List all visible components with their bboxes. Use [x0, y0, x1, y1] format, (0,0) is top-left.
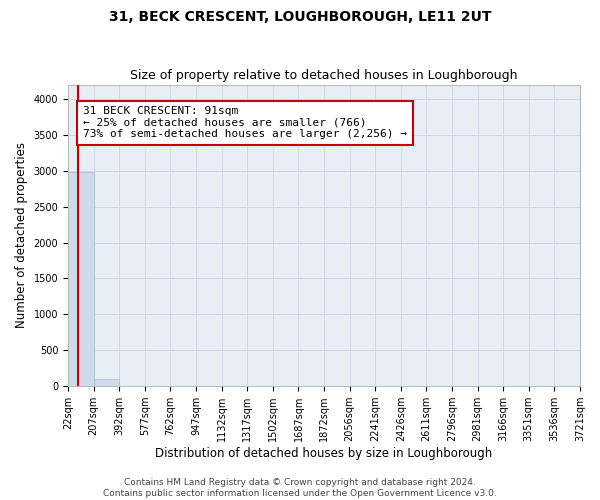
Bar: [68, 172, 94, 386]
Text: Contains HM Land Registry data © Crown copyright and database right 2024.
Contai: Contains HM Land Registry data © Crown c…: [103, 478, 497, 498]
Text: 31 BECK CRESCENT: 91sqm
← 25% of detached houses are smaller (766)
73% of semi-d: 31 BECK CRESCENT: 91sqm ← 25% of detache…: [83, 106, 407, 140]
Title: Size of property relative to detached houses in Loughborough: Size of property relative to detached ho…: [130, 69, 518, 82]
Y-axis label: Number of detached properties: Number of detached properties: [15, 142, 28, 328]
Bar: [94, 379, 119, 386]
X-axis label: Distribution of detached houses by size in Loughborough: Distribution of detached houses by size …: [155, 447, 493, 460]
Text: 31, BECK CRESCENT, LOUGHBOROUGH, LE11 2UT: 31, BECK CRESCENT, LOUGHBOROUGH, LE11 2U…: [109, 10, 491, 24]
